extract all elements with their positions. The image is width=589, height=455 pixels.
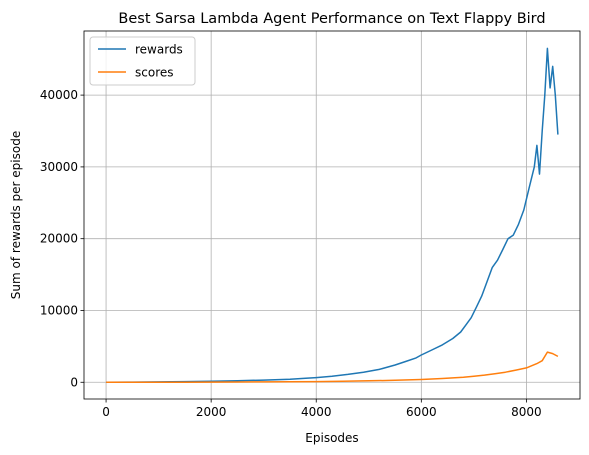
legend-label-rewards: rewards bbox=[135, 43, 183, 57]
chart-title: Best Sarsa Lambda Agent Performance on T… bbox=[118, 11, 545, 27]
y-tick-label: 10000 bbox=[40, 303, 78, 317]
x-axis-label: Episodes bbox=[305, 431, 358, 445]
series-line-rewards bbox=[106, 47, 559, 384]
legend-label-scores: scores bbox=[135, 66, 174, 80]
y-tick-label: 20000 bbox=[40, 232, 78, 246]
x-tick-label: 8000 bbox=[511, 405, 542, 419]
series-line-scores bbox=[106, 351, 559, 384]
plot-frame bbox=[83, 30, 581, 400]
y-tick-label: 40000 bbox=[40, 88, 78, 102]
x-tick-label: 6000 bbox=[406, 405, 437, 419]
y-tick-label: 0 bbox=[70, 375, 78, 389]
legend: rewards scores bbox=[89, 36, 196, 86]
x-tick-label: 0 bbox=[102, 405, 110, 419]
y-tick-label: 30000 bbox=[40, 160, 78, 174]
y-axis-label: Sum of rewards per episode bbox=[9, 131, 23, 299]
x-tick-label: 2000 bbox=[196, 405, 227, 419]
x-tick-label: 4000 bbox=[301, 405, 332, 419]
plot-background bbox=[84, 31, 580, 399]
series-lines bbox=[106, 47, 559, 384]
axis-ticks: 0 2000 4000 6000 8000 0 10000 20000 30000 40000 bbox=[40, 88, 542, 419]
